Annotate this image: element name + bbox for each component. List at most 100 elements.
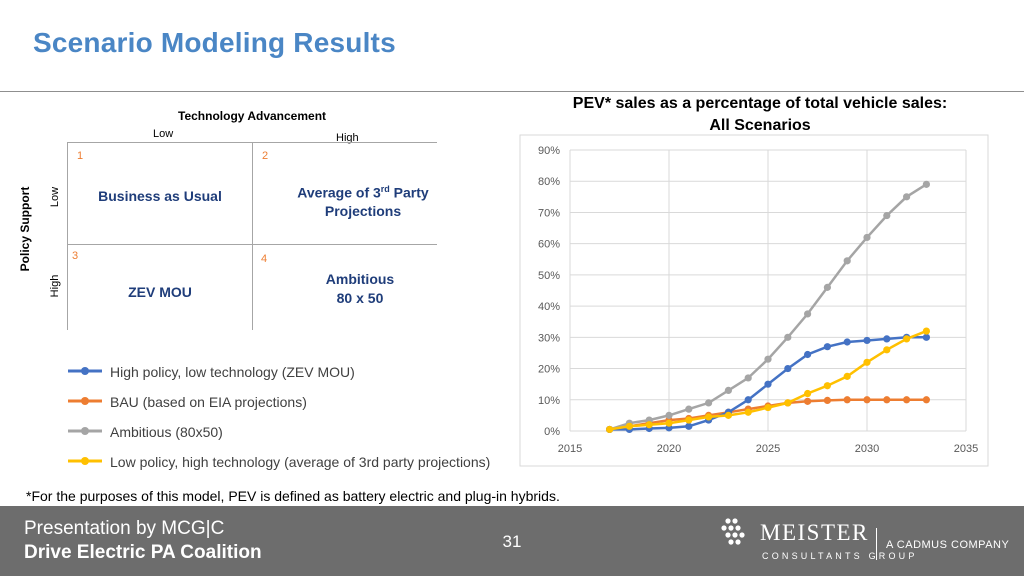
- series-point: [804, 350, 812, 359]
- series-point: [724, 386, 732, 395]
- cell-2-label: Average of 3rd Party Projections: [297, 184, 429, 219]
- presenter-label: Presentation by MCG|C: [24, 518, 225, 539]
- series-point: [625, 422, 633, 430]
- y-tick-label: 70%: [538, 207, 560, 219]
- cell-3-label: ZEV MOU: [128, 284, 192, 300]
- series-point: [823, 283, 831, 291]
- policy-axis-title: Policy Support: [18, 186, 32, 272]
- legend-label-ambitious: Ambitious (80x50): [110, 424, 223, 440]
- y-tick-label: 60%: [538, 239, 560, 251]
- logo-subtitle: CONSULTANTS GROUP: [762, 551, 918, 561]
- legend-marker-low-policy: [68, 457, 102, 465]
- series-point: [784, 399, 792, 407]
- series-point: [922, 396, 930, 404]
- series-point: [863, 336, 871, 345]
- chart-title-line2: All Scenarios: [709, 117, 811, 134]
- cell-4-number: 4: [261, 253, 268, 265]
- series-point: [843, 338, 851, 346]
- legend-item-zev-mou: High policy, low technology (ZEV MOU): [66, 361, 516, 383]
- series-point: [883, 211, 891, 220]
- client-label: Drive Electric PA Coalition: [24, 542, 262, 563]
- legend-item-low-policy: Low policy, high technology (average of …: [66, 451, 516, 473]
- matrix-left-border: [67, 142, 68, 330]
- series-point: [744, 396, 752, 404]
- series-point: [804, 389, 812, 398]
- series-point: [863, 396, 871, 404]
- series-point: [843, 396, 851, 404]
- series-point: [843, 257, 851, 265]
- logo-name: MEISTER: [760, 520, 869, 545]
- matrix-center-divider: [252, 142, 253, 330]
- x-tick-label: 2035: [954, 443, 978, 455]
- matrix-top-border: [67, 142, 437, 143]
- x-tick-label: 2020: [657, 443, 681, 455]
- series-point: [744, 408, 752, 416]
- legend-marker-bau: [68, 397, 102, 405]
- y-tick-label: 80%: [538, 176, 560, 188]
- y-tick-label: 90%: [538, 145, 560, 157]
- technology-low-label: Low: [153, 128, 174, 140]
- series-point: [784, 364, 792, 373]
- series-point: [685, 422, 693, 430]
- series-point: [863, 358, 871, 366]
- series-point: [823, 382, 831, 390]
- series-point: [804, 310, 812, 318]
- logo-separator: [876, 528, 877, 560]
- y-tick-label: 0%: [544, 426, 560, 438]
- cell-2-number: 2: [262, 150, 269, 162]
- meister-logo-icon: [721, 518, 745, 545]
- y-tick-label: 40%: [538, 301, 560, 313]
- legend-label-zev: High policy, low technology (ZEV MOU): [110, 364, 355, 380]
- footer-bar: Presentation by MCG|C Drive Electric PA …: [0, 506, 1024, 576]
- y-tick-label: 20%: [538, 364, 560, 376]
- x-tick-label: 2015: [558, 443, 582, 455]
- chart-title: PEV* sales as a percentage of total vehi…: [540, 93, 980, 137]
- series-point: [823, 343, 831, 351]
- series-point: [922, 180, 930, 188]
- y-tick-label: 50%: [538, 270, 560, 282]
- series-point: [823, 396, 831, 405]
- policy-high-label: High: [49, 274, 61, 298]
- series-point: [922, 333, 930, 341]
- cadmus-tagline: A CADMUS COMPANY: [886, 539, 1010, 551]
- series-point: [764, 403, 772, 412]
- series-point: [883, 335, 891, 343]
- legend-item-ambitious: Ambitious (80x50): [66, 421, 516, 443]
- series-point: [606, 425, 614, 434]
- series-point: [863, 233, 871, 242]
- legend-label-bau: BAU (based on EIA projections): [110, 394, 307, 410]
- chart-frame: [519, 134, 989, 467]
- series-point: [685, 405, 693, 413]
- pev-sales-line-chart: 0% 10% 20% 30% 40% 50% 60% 70% 80% 90% 2015 2020 202…: [519, 134, 989, 467]
- cell-3-number: 3: [72, 250, 79, 262]
- cell-1-label: Business as Usual: [98, 188, 222, 204]
- legend-item-bau: BAU (based on EIA projections): [66, 391, 516, 413]
- series-point: [665, 411, 673, 419]
- x-tick-label: 2030: [855, 443, 879, 455]
- series-point: [685, 416, 693, 424]
- series-point: [903, 396, 911, 404]
- series-point: [843, 372, 851, 380]
- series-point: [665, 419, 673, 427]
- series-point: [804, 397, 812, 405]
- policy-low-label: Low: [49, 186, 61, 208]
- scenario-matrix: Technology Advancement Low High Policy S…: [0, 100, 520, 350]
- series-point: [883, 396, 891, 404]
- series-point: [784, 333, 792, 341]
- series-point: [922, 327, 930, 335]
- legend-label-low-policy: Low policy, high technology (average of …: [110, 454, 491, 470]
- x-tick-label: 2025: [756, 443, 780, 455]
- matrix-middle-divider: [67, 244, 437, 245]
- technology-axis-title: Technology Advancement: [178, 109, 327, 123]
- series-point: [883, 346, 891, 354]
- series-point: [645, 421, 653, 429]
- technology-high-label: High: [336, 132, 359, 144]
- series-point: [903, 193, 911, 201]
- cell-1-number: 1: [77, 150, 84, 162]
- y-tick-label: 30%: [538, 332, 560, 344]
- series-point: [744, 374, 752, 382]
- series-point: [764, 380, 772, 388]
- y-tick-label: 10%: [538, 395, 560, 407]
- title-divider: [0, 91, 1024, 92]
- series-point: [724, 411, 732, 419]
